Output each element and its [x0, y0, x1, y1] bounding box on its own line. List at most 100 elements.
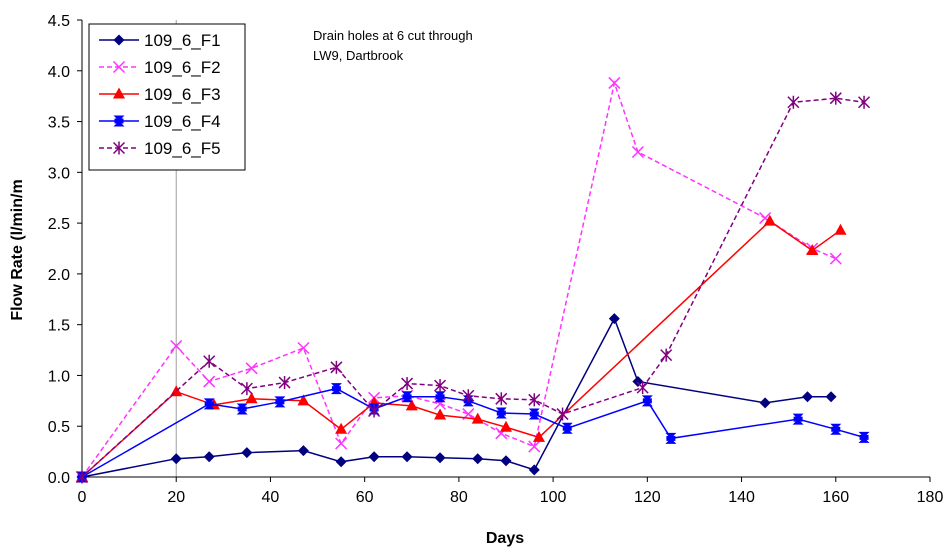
series-109_6_F5	[75, 91, 871, 484]
data-point	[462, 389, 475, 403]
data-point	[660, 348, 673, 362]
legend-label: 109_6_F1	[144, 31, 221, 50]
data-point	[245, 362, 258, 375]
data-point	[203, 398, 215, 410]
legend-label: 109_6_F3	[144, 85, 221, 104]
data-point	[631, 145, 644, 159]
data-point	[401, 377, 414, 391]
y-tick-label: 2.0	[48, 267, 70, 284]
legend-marker	[113, 115, 125, 127]
data-point	[335, 437, 348, 450]
series-109_6_F1	[76, 313, 837, 483]
data-point	[434, 397, 447, 410]
data-point	[241, 447, 253, 459]
data-point	[556, 407, 569, 421]
legend-label: 109_6_F5	[144, 139, 221, 158]
y-tick-label: 1.0	[48, 368, 70, 385]
x-tick-label: 160	[822, 489, 849, 506]
data-point	[401, 391, 413, 403]
data-point	[240, 382, 253, 396]
data-point	[203, 451, 215, 463]
y-tick-label: 2.5	[48, 216, 70, 233]
data-point	[829, 252, 842, 265]
data-point	[858, 95, 871, 109]
data-point	[75, 470, 89, 484]
y-tick-label: 0.0	[48, 470, 70, 487]
data-point	[500, 420, 512, 432]
series-109_6_F3	[76, 214, 847, 482]
data-point	[297, 445, 309, 457]
data-point	[528, 464, 540, 476]
data-point	[608, 313, 620, 325]
data-point	[759, 397, 771, 409]
data-point	[330, 383, 342, 395]
x-tick-label: 80	[450, 489, 468, 506]
annotation-line: LW9, Dartbrook	[313, 48, 404, 63]
data-point	[763, 214, 776, 226]
data-point	[495, 392, 508, 406]
y-tick-label: 4.5	[48, 13, 70, 30]
data-point	[528, 393, 541, 407]
series-line-109_6_F3	[81, 220, 841, 478]
data-point	[858, 431, 870, 443]
x-axis-title: Days	[486, 530, 524, 547]
data-point	[528, 440, 541, 453]
legend: 109_6_F1 109_6_F2 109_6_F3 109_6_F4 109_6_F5	[88, 23, 246, 171]
data-point	[274, 396, 286, 408]
data-point	[802, 391, 814, 403]
data-point	[368, 451, 380, 463]
y-axis-title: Flow Rate (l/min/m	[9, 179, 26, 320]
data-point	[834, 223, 847, 235]
data-point	[236, 403, 248, 415]
data-point	[641, 395, 653, 407]
data-point	[278, 376, 291, 390]
data-point	[335, 422, 348, 434]
data-point	[787, 95, 800, 109]
data-point	[632, 376, 644, 388]
y-tick-label: 0.5	[48, 419, 70, 436]
data-point	[471, 412, 484, 424]
x-tick-label: 20	[167, 489, 185, 506]
y-tick-label: 4.0	[48, 64, 70, 81]
data-point	[608, 76, 621, 89]
x-tick-label: 0	[78, 489, 87, 506]
x-tick-label: 40	[262, 489, 280, 506]
data-point	[297, 394, 310, 406]
x-tick-label: 120	[634, 489, 661, 506]
data-point	[806, 244, 819, 256]
data-point	[830, 423, 842, 435]
data-point	[665, 432, 677, 444]
data-point	[829, 91, 842, 105]
chart-annotation: Drain holes at 6 cut through LW9, Dartbro…	[313, 28, 473, 63]
y-tick-labels: 0.0 0.5 1.0 1.5 2.0 2.5 3.0 3.5 4.0 4.5	[48, 13, 70, 487]
annotation-line: Drain holes at 6 cut through	[313, 28, 473, 43]
series-layer	[75, 76, 871, 484]
x-tick-label: 140	[728, 489, 755, 506]
data-point	[792, 413, 804, 425]
legend-marker	[113, 87, 125, 99]
data-point	[500, 455, 512, 467]
legend-marker	[113, 34, 125, 46]
data-point	[368, 404, 381, 418]
data-point	[434, 391, 446, 403]
legend-label: 109_6_F2	[144, 58, 221, 77]
data-point	[170, 339, 183, 353]
y-tick-label: 3.0	[48, 165, 70, 182]
series-line-109_6_F4	[81, 387, 865, 478]
y-tick-label: 3.5	[48, 115, 70, 132]
x-tick-label: 60	[356, 489, 374, 506]
data-point	[528, 408, 540, 420]
x-tick-label: 100	[540, 489, 567, 506]
data-point	[335, 456, 347, 468]
x-tick-labels: 0 20 40 60 80 100 120 140 160 180	[78, 489, 944, 506]
data-point	[203, 375, 216, 388]
series-line-109_6_F2	[81, 80, 837, 478]
data-point	[434, 452, 446, 464]
data-point	[472, 453, 484, 465]
data-point	[405, 399, 418, 411]
legend-marker	[112, 141, 126, 155]
legend-marker	[112, 60, 126, 74]
x-tick-label: 180	[917, 489, 944, 506]
data-point	[434, 379, 447, 393]
